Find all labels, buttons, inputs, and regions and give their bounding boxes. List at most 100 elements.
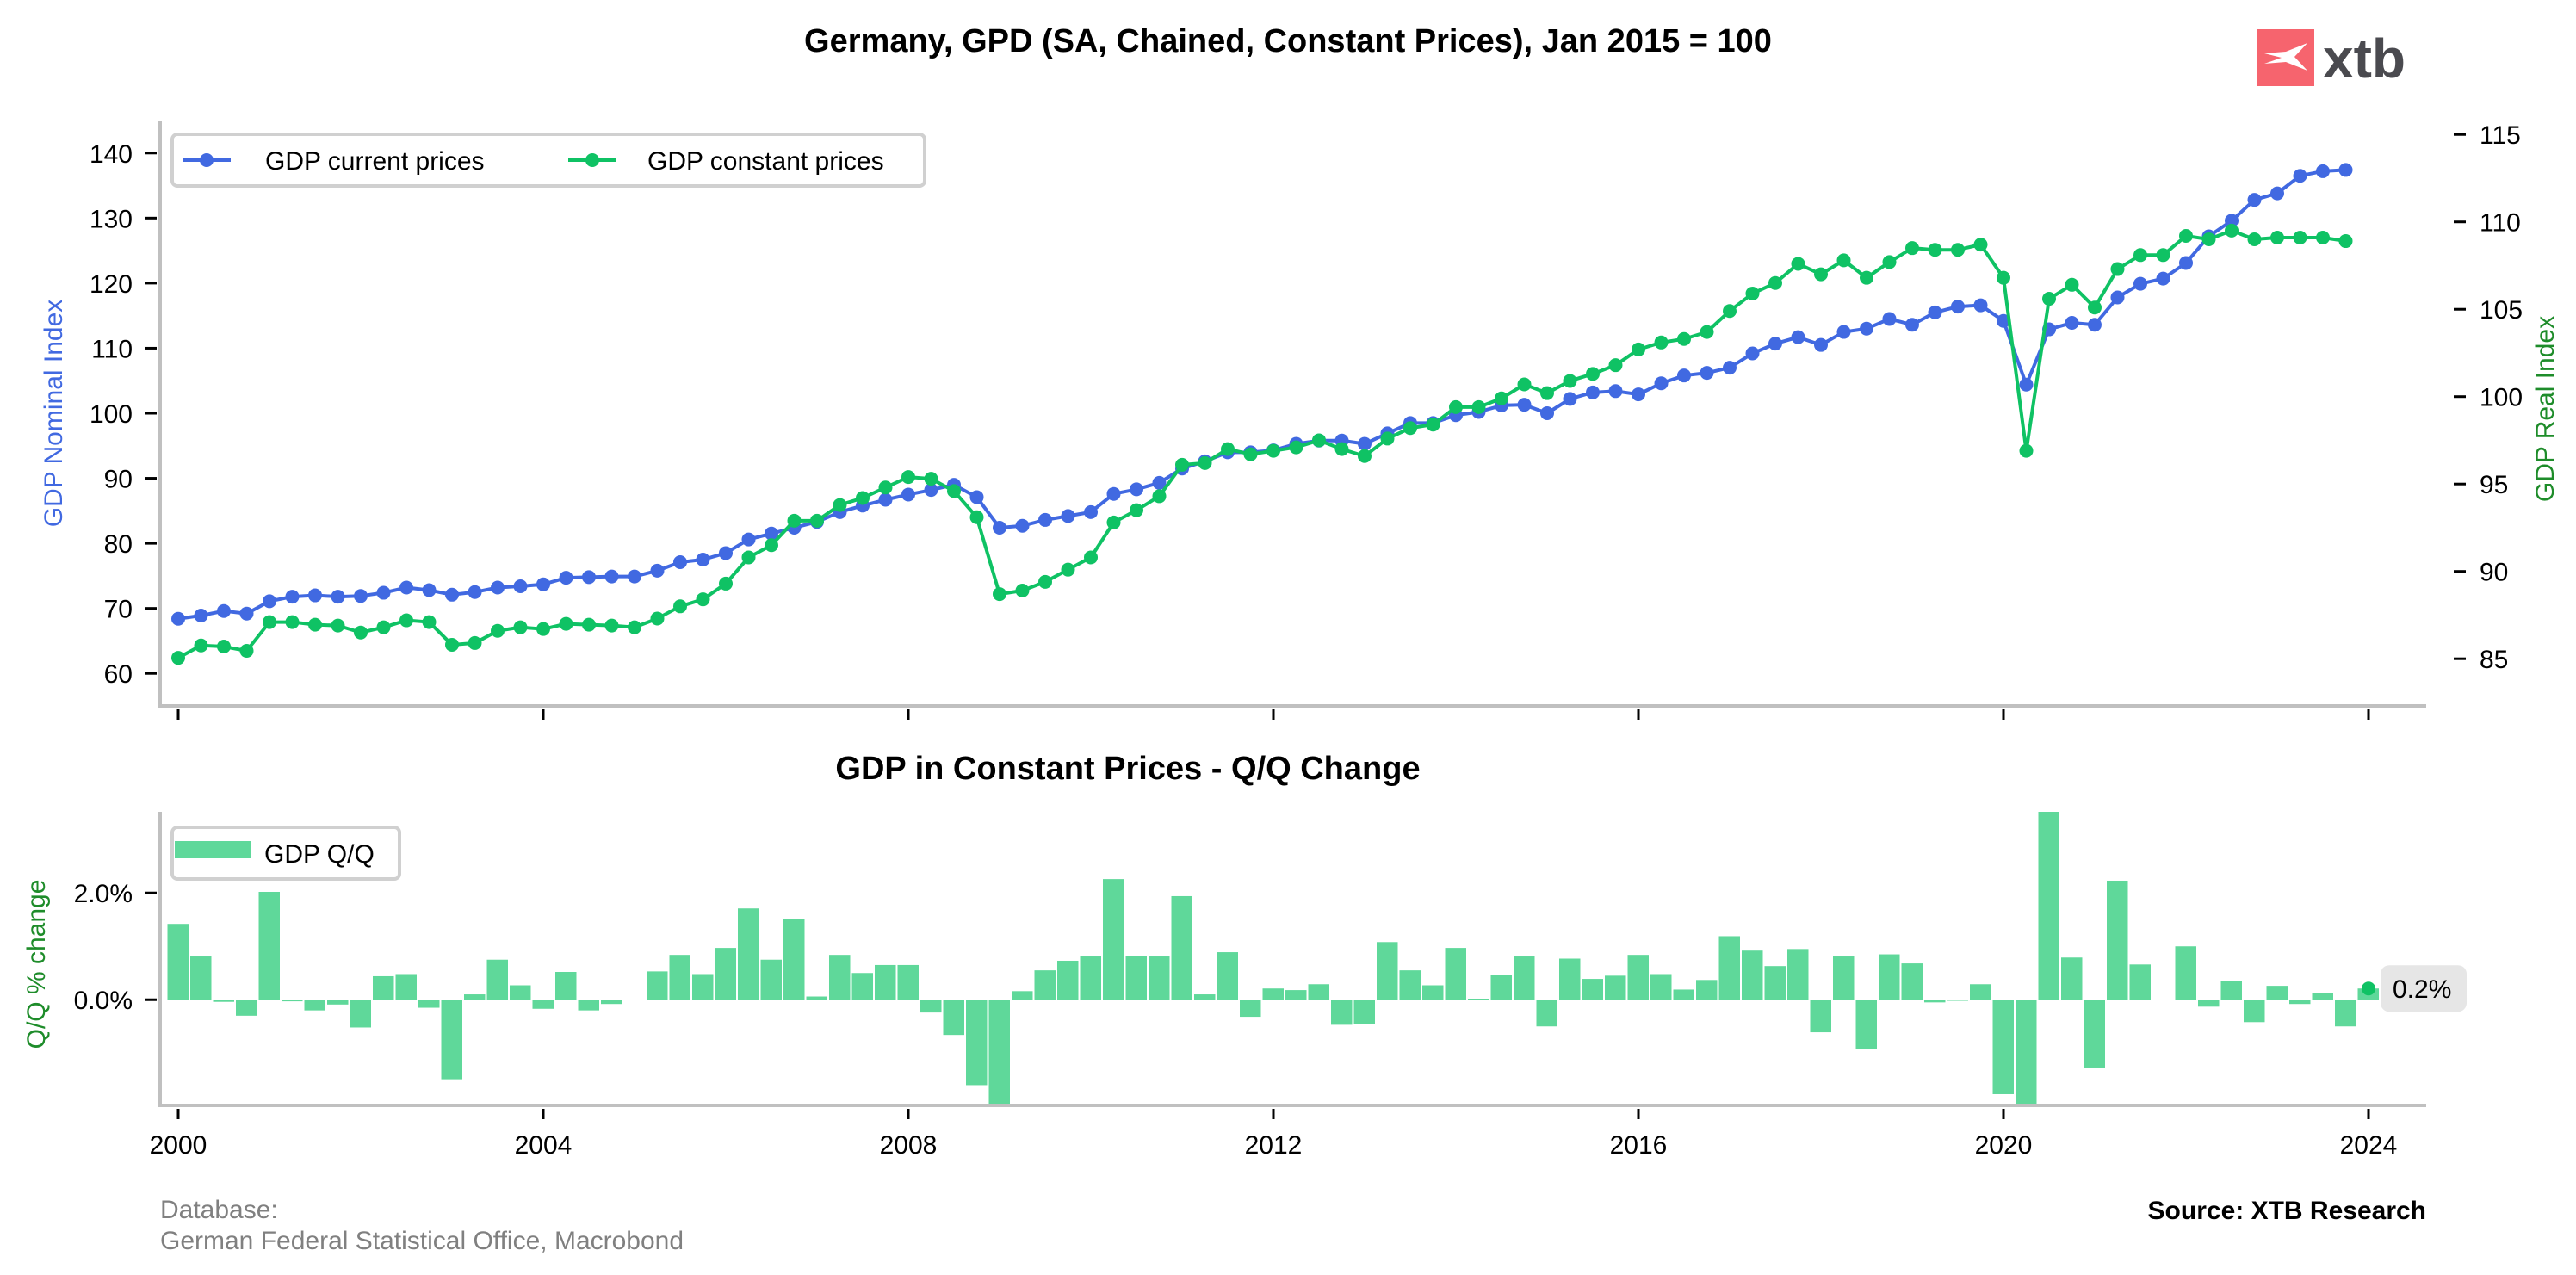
qq-axis-label: Q/Q % change bbox=[22, 880, 51, 1049]
data-point bbox=[445, 587, 459, 602]
qq-bar bbox=[1879, 954, 1900, 1000]
data-point bbox=[1768, 275, 1782, 290]
qq-bar bbox=[2016, 1000, 2037, 1105]
data-point bbox=[719, 546, 733, 560]
data-point bbox=[1768, 337, 1782, 351]
data-point bbox=[1860, 270, 1873, 285]
data-point bbox=[331, 618, 345, 633]
legend-marker-current-prices bbox=[200, 153, 214, 167]
data-point bbox=[1860, 321, 1873, 336]
data-point bbox=[741, 532, 756, 547]
qq-bar bbox=[486, 959, 508, 1000]
data-point bbox=[1130, 482, 1143, 497]
data-point bbox=[1791, 257, 1805, 271]
qq-bar bbox=[1992, 1000, 2014, 1094]
data-point bbox=[2225, 214, 2239, 228]
data-point bbox=[947, 484, 961, 498]
xtb-logo: xtb bbox=[2257, 28, 2406, 90]
qq-bar bbox=[2038, 812, 2059, 1000]
qq-bar bbox=[1422, 985, 1444, 1000]
data-point bbox=[1152, 475, 1167, 490]
data-point bbox=[1175, 457, 1189, 472]
qq-bar bbox=[1080, 956, 1101, 1000]
data-point bbox=[1973, 238, 1988, 252]
qq-bar bbox=[1742, 950, 1763, 1000]
left-tick-label: 100 bbox=[90, 400, 133, 429]
data-point bbox=[787, 513, 802, 528]
data-point bbox=[2338, 234, 2353, 249]
top-plot: 60 70 80 90 100 110 120 130 140 85 90 95 100 105 110 1… bbox=[40, 121, 2560, 720]
data-point bbox=[696, 553, 710, 566]
qq-bar bbox=[760, 959, 782, 1000]
data-point bbox=[1791, 330, 1805, 344]
qq-bar bbox=[692, 974, 714, 1000]
bottom-plot: GDP in Constant Prices - Q/Q Change 0.0%… bbox=[22, 751, 2467, 1160]
data-point bbox=[559, 616, 573, 631]
legend-label-gdp-qq: GDP Q/Q bbox=[264, 840, 375, 869]
data-point bbox=[924, 483, 938, 498]
qq-bar bbox=[167, 924, 189, 1000]
qq-bar bbox=[190, 956, 212, 1000]
data-point bbox=[673, 599, 687, 614]
qq-bar bbox=[1171, 895, 1192, 1000]
qq-bar bbox=[304, 1000, 325, 1011]
data-point bbox=[2133, 276, 2147, 291]
data-point bbox=[2042, 292, 2056, 306]
top-right-axis-ticks: 85 90 95 100 105 110 115 bbox=[2454, 121, 2523, 674]
qq-bar bbox=[441, 1000, 462, 1080]
data-point bbox=[2065, 315, 2079, 330]
qq-bar bbox=[2084, 1000, 2105, 1068]
data-point bbox=[1723, 304, 1737, 319]
left-tick-label: 90 bbox=[104, 466, 133, 494]
data-point bbox=[194, 638, 208, 653]
qq-bar bbox=[966, 1000, 988, 1086]
data-point bbox=[422, 583, 437, 597]
qq-bar bbox=[601, 1000, 622, 1005]
data-point bbox=[901, 470, 915, 485]
qq-bar bbox=[1194, 994, 1216, 1000]
database-label: Database: bbox=[160, 1196, 278, 1224]
data-point bbox=[2338, 163, 2353, 177]
data-point bbox=[2019, 443, 2034, 458]
data-point bbox=[171, 651, 185, 665]
qq-bar bbox=[1262, 988, 1284, 1000]
x-tick-label: 2008 bbox=[880, 1131, 938, 1160]
legend-label-current-prices: GDP current prices bbox=[265, 147, 485, 176]
x-tick-label: 2000 bbox=[150, 1131, 207, 1160]
data-point bbox=[217, 639, 231, 653]
data-point bbox=[1997, 313, 2010, 328]
logo-x-icon bbox=[2264, 43, 2307, 71]
data-point bbox=[1084, 504, 1098, 519]
qq-bar bbox=[2289, 1000, 2311, 1005]
data-point bbox=[2316, 164, 2330, 178]
data-point bbox=[399, 580, 413, 595]
qq-bar bbox=[920, 1000, 942, 1013]
qq-bar bbox=[1605, 975, 1626, 1000]
data-point bbox=[2270, 186, 2284, 201]
data-point bbox=[1358, 436, 1372, 451]
data-point bbox=[1061, 562, 1075, 577]
qq-bar bbox=[1559, 958, 1581, 1000]
qq-bars bbox=[167, 812, 2379, 1105]
data-point bbox=[1449, 399, 1463, 414]
data-point bbox=[878, 492, 893, 507]
data-point bbox=[833, 498, 847, 512]
data-point bbox=[399, 613, 413, 628]
qq-bar bbox=[1696, 980, 1718, 1000]
data-point bbox=[1951, 243, 1965, 257]
data-point bbox=[331, 590, 345, 604]
chart-title: Germany, GPD (SA, Chained, Constant Pric… bbox=[804, 23, 1772, 59]
data-point bbox=[765, 526, 778, 541]
qq-bar bbox=[1514, 956, 1535, 1000]
qq-bar bbox=[2175, 946, 2196, 1000]
qq-bar bbox=[1970, 984, 1991, 1000]
qq-bar bbox=[1125, 956, 1147, 1000]
qq-bar bbox=[875, 964, 896, 1000]
data-point bbox=[2201, 232, 2216, 247]
data-point bbox=[2316, 231, 2330, 244]
right-tick-label: 100 bbox=[2480, 384, 2523, 412]
top-legend-box bbox=[170, 133, 926, 188]
data-point bbox=[1905, 318, 1919, 332]
data-point bbox=[1106, 515, 1121, 529]
data-point bbox=[468, 585, 482, 599]
